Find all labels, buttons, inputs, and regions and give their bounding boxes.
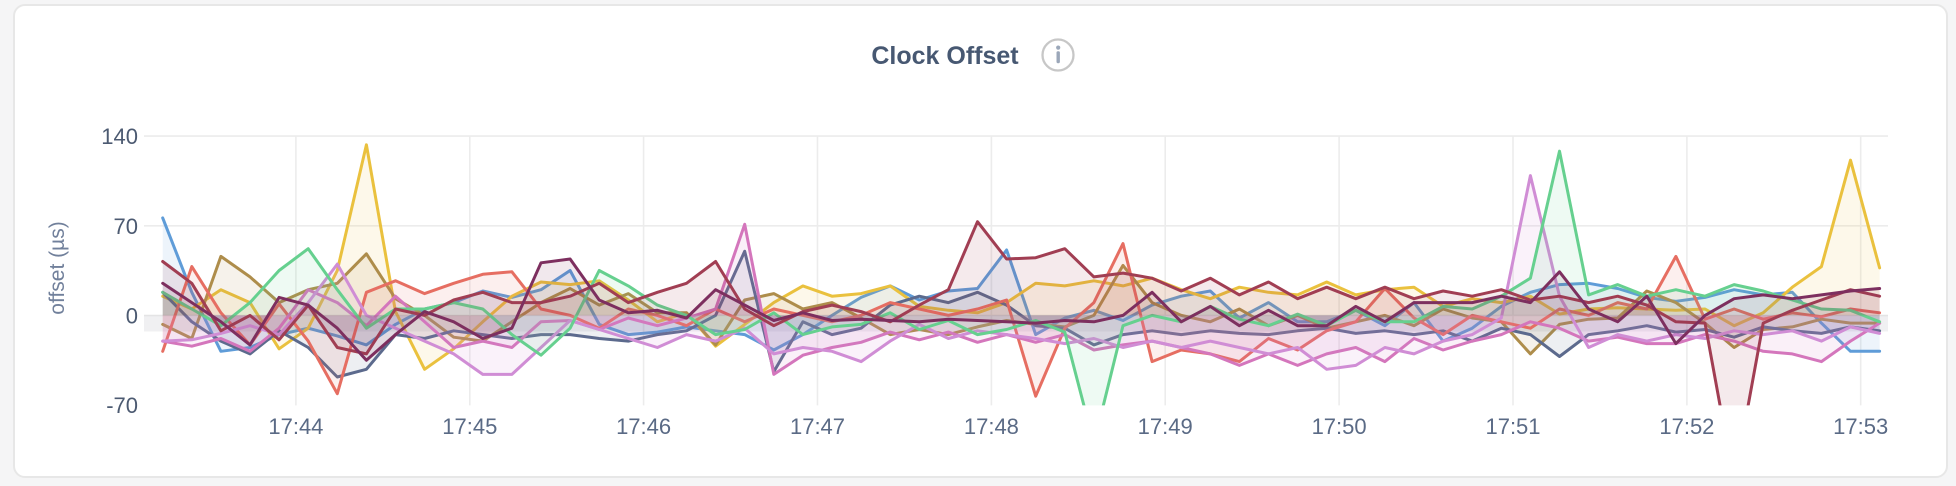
svg-text:17:44: 17:44 [268,414,323,439]
svg-text:17:45: 17:45 [442,414,497,439]
svg-text:17:51: 17:51 [1485,414,1540,439]
svg-text:offset (µs): offset (µs) [46,221,69,314]
svg-text:17:49: 17:49 [1138,414,1193,439]
svg-text:17:47: 17:47 [790,414,845,439]
svg-text:17:52: 17:52 [1659,414,1714,439]
svg-text:140: 140 [101,124,138,149]
svg-text:70: 70 [114,214,138,239]
svg-text:17:53: 17:53 [1833,414,1888,439]
svg-text:Clock Offset: Clock Offset [871,42,1019,70]
svg-text:17:46: 17:46 [616,414,671,439]
svg-text:17:50: 17:50 [1312,414,1367,439]
svg-text:17:48: 17:48 [964,414,1019,439]
svg-text:-70: -70 [106,393,138,418]
svg-text:0: 0 [126,303,138,328]
